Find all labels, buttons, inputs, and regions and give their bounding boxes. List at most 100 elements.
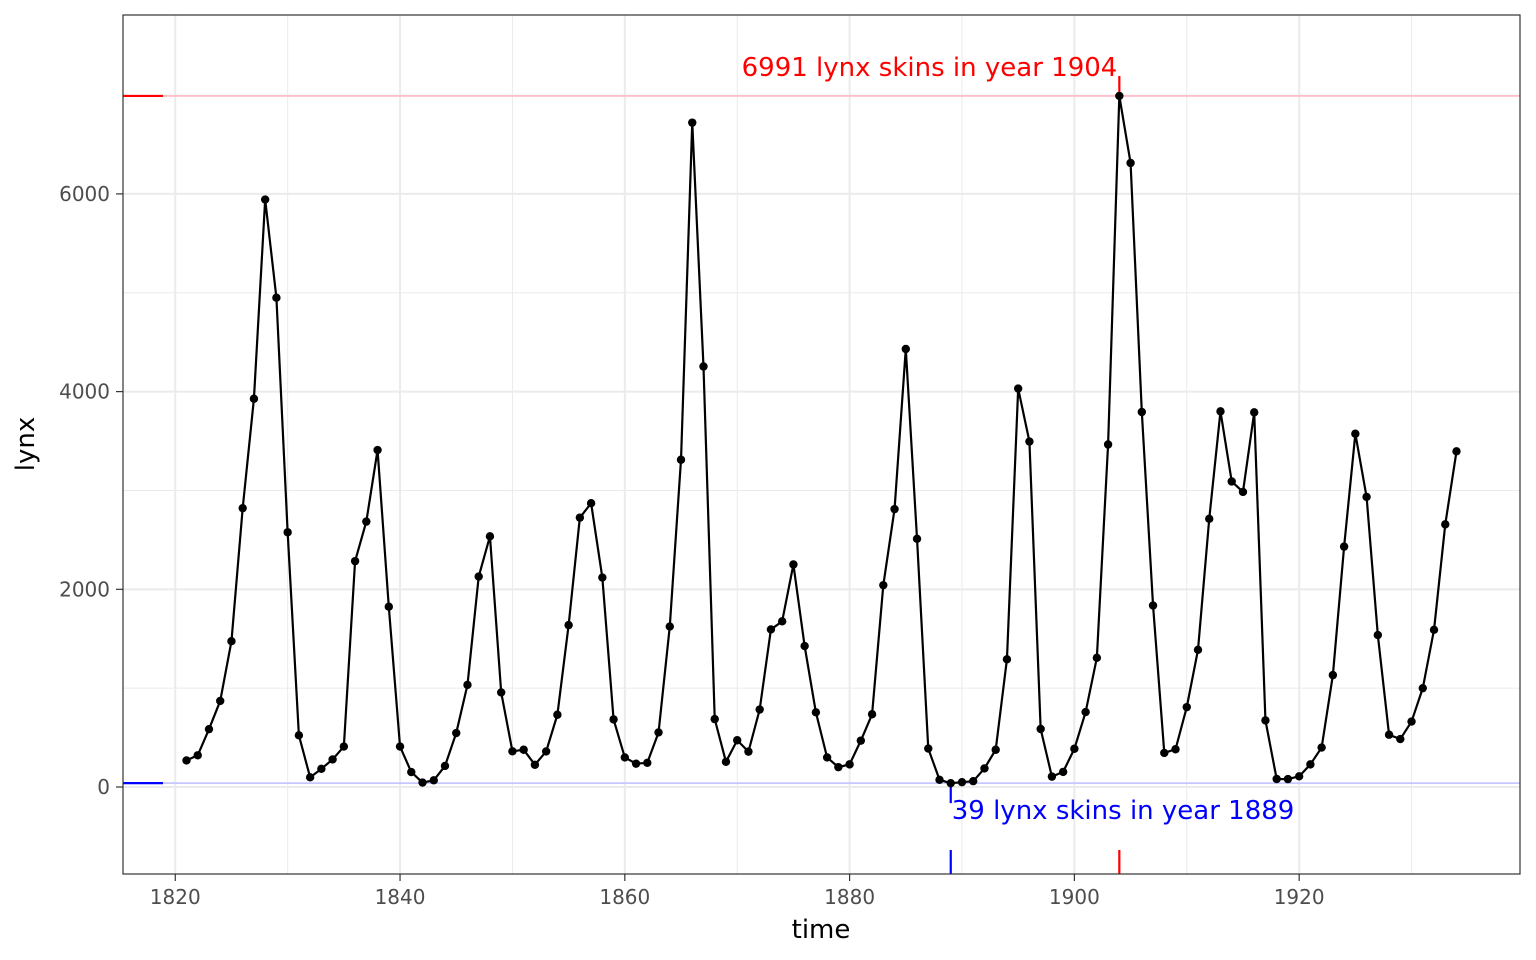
data-point [1047,772,1057,781]
data-point [631,759,641,768]
data-point [1441,520,1450,529]
data-point [1002,655,1012,664]
data-point [384,602,394,611]
data-point [1126,158,1135,168]
data-point [710,714,719,724]
data-point [980,764,989,773]
data-point [1328,670,1338,680]
data-point [721,757,731,767]
data-point [429,776,438,785]
data-point [407,767,416,777]
data-point [755,705,764,714]
data-point [339,742,349,751]
series-line [186,94,1458,785]
data-point [845,760,854,769]
data-point [1092,653,1102,663]
data-point [553,710,562,719]
data-point [643,758,652,767]
data-point [924,744,933,753]
x-axis: 1820 1840 1860 1880 1900 1920 [150,874,1325,909]
data-point [350,556,360,566]
data-point [1306,760,1315,769]
max-annotation-label: 6991 lynx skins in year 1904 [742,53,1118,83]
major-gridlines [123,15,1520,874]
x-tick-label: 1880 [824,885,875,909]
data-point [1362,492,1371,502]
x-tick-label: 1840 [375,885,426,909]
data-point [294,731,304,740]
data-point [317,764,326,774]
data-point [283,528,292,537]
data-point [564,620,573,630]
data-point [1249,408,1259,417]
data-point [935,775,944,784]
data-point [957,777,967,787]
data-point [1407,717,1416,726]
data-point [879,580,888,590]
data-point [373,445,382,455]
data-point [305,773,315,782]
data-point [1182,702,1191,712]
data-point [1160,748,1169,758]
x-axis-title: time [792,915,851,945]
data-point [452,728,461,738]
data-point [519,745,528,754]
data-point [182,756,191,765]
data-point [744,747,753,756]
data-point [890,504,899,514]
data-point [1418,683,1427,693]
data-point [1272,774,1281,784]
y-tick-label: 6000 [59,182,110,206]
y-axis: 0 2000 4000 6000 [59,182,123,799]
data-point [204,724,214,734]
data-point [474,572,483,581]
plot-panel-border [122,14,1521,875]
data-point [227,637,236,646]
data-point [1283,774,1293,784]
data-point [328,755,337,764]
data-point [1070,744,1079,753]
data-point [216,696,225,706]
data-point [822,753,832,762]
x-tick-label: 1920 [1274,885,1325,909]
data-point [867,710,877,719]
data-point [463,680,472,690]
data-point [946,778,955,788]
data-point [777,617,787,626]
y-tick-label: 0 [97,775,110,799]
data-point [688,118,697,127]
data-point [676,455,686,464]
data-point [1227,477,1236,486]
y-tick-label: 4000 [59,380,110,404]
data-point [1115,91,1124,101]
data-point [508,747,517,756]
data-point [1339,542,1349,551]
data-point [1261,716,1270,725]
data-point [800,641,809,651]
data-point [1205,514,1214,524]
data-point [238,503,247,513]
series-group [182,91,1461,788]
data-point [811,708,821,717]
data-point [440,761,450,771]
data-point [1137,407,1147,417]
data-point [496,688,506,697]
data-point [530,760,540,769]
data-point [1317,743,1326,752]
x-tick-label: 1900 [1049,885,1100,909]
data-point [1013,384,1023,393]
data-point [620,753,630,762]
data-point [766,625,776,634]
data-point [901,344,910,354]
data-point [418,778,427,787]
data-point [665,622,674,631]
data-point [969,776,978,786]
min-annotation-label: 39 lynx skins in year 1889 [952,796,1295,826]
data-point [1216,407,1225,416]
data-point [912,534,922,544]
data-point [1373,630,1383,640]
data-point [1193,645,1203,655]
data-point [834,762,843,772]
annotations: 6991 lynx skins in year 1904 39 lynx ski… [742,53,1295,826]
